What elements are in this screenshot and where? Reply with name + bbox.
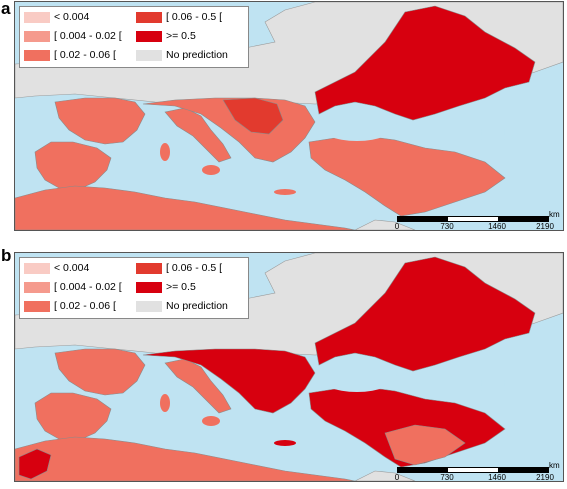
italy-region	[164, 358, 232, 414]
scale-unit: km	[549, 210, 560, 219]
france-region	[54, 348, 146, 396]
legend-label: [ 0.004 - 0.02 [	[54, 281, 122, 293]
legend-swatch	[24, 49, 50, 61]
legend-b: < 0.004 [ 0.004 - 0.02 [ [ 0.02 - 0.06 […	[19, 257, 249, 319]
legend-label: [ 0.004 - 0.02 [	[54, 30, 122, 42]
legend-label: [ 0.06 - 0.5 [	[166, 11, 223, 23]
legend-swatch	[24, 262, 50, 274]
legend-item: [ 0.06 - 0.5 [	[136, 10, 222, 24]
map-canvas-b	[15, 253, 563, 481]
panel-label-a: a	[1, 0, 11, 18]
legend-swatch	[136, 262, 162, 274]
eastern-europe-region	[314, 5, 536, 121]
black-sea	[317, 358, 397, 392]
legend-item: [ 0.02 - 0.06 [	[24, 48, 116, 62]
legend-swatch	[24, 30, 50, 42]
legend-swatch	[24, 300, 50, 312]
legend-item: [ 0.06 - 0.5 [	[136, 261, 222, 275]
legend-swatch	[136, 300, 162, 312]
legend-label: [ 0.02 - 0.06 [	[54, 300, 116, 312]
legend-item: >= 0.5	[136, 280, 196, 294]
scale-tick: 2190	[536, 222, 554, 231]
eastern-europe-region	[314, 256, 536, 372]
legend-item: No prediction	[136, 48, 228, 62]
scale-tick: 1460	[488, 222, 506, 231]
legend-item: >= 0.5	[136, 29, 196, 43]
island-sicily	[202, 416, 220, 426]
north-africa-region	[15, 436, 356, 481]
legend-label: [ 0.06 - 0.5 [	[166, 262, 223, 274]
legend-a: < 0.004 [ 0.004 - 0.02 [ [ 0.02 - 0.06 […	[19, 6, 249, 68]
scale-bar-a: 0 730 1460 2190 km	[394, 210, 560, 231]
scale-unit: km	[549, 461, 560, 470]
caspian-sea	[481, 106, 505, 158]
legend-swatch	[136, 30, 162, 42]
scale-tick: 0	[394, 473, 400, 482]
legend-label: >= 0.5	[166, 281, 196, 293]
scale-bar-graphic	[397, 216, 549, 222]
island-crete	[274, 189, 296, 195]
map-panel-b: < 0.004 [ 0.004 - 0.02 [ [ 0.02 - 0.06 […	[14, 252, 564, 482]
africa-nopred-land	[354, 219, 416, 230]
legend-swatch	[136, 11, 162, 23]
scale-tick: 0	[394, 222, 400, 231]
legend-item: < 0.004	[24, 261, 89, 275]
legend-item: [ 0.004 - 0.02 [	[24, 280, 122, 294]
legend-swatch	[136, 49, 162, 61]
legend-swatch	[24, 281, 50, 293]
central-europe-region	[142, 348, 316, 414]
scale-bar-b: 0 730 1460 2190 km	[394, 461, 560, 482]
black-sea	[317, 107, 397, 141]
anatolia-region	[308, 135, 506, 217]
scale-tick: 730	[440, 473, 454, 482]
caspian-sea	[481, 357, 505, 409]
island-crete	[274, 440, 296, 446]
legend-label: < 0.004	[54, 11, 90, 23]
middle-east-region	[384, 424, 466, 466]
scale-bar-graphic	[397, 467, 549, 473]
legend-label: [ 0.02 - 0.06 [	[54, 49, 116, 61]
legend-label: No prediction	[166, 300, 228, 312]
map-canvas-a	[15, 2, 563, 230]
legend-label: < 0.004	[54, 262, 90, 274]
iberia-region	[34, 141, 112, 191]
legend-swatch	[136, 281, 162, 293]
balkan-hotspot	[222, 97, 284, 135]
legend-item: [ 0.02 - 0.06 [	[24, 299, 116, 313]
africa-nopred-land	[354, 470, 416, 481]
scale-tick: 1460	[488, 473, 506, 482]
iberia-region	[34, 392, 112, 442]
island-sardinia	[160, 143, 170, 161]
legend-item: < 0.004	[24, 10, 89, 24]
legend-item: [ 0.004 - 0.02 [	[24, 29, 122, 43]
map-panel-a: < 0.004 [ 0.004 - 0.02 [ [ 0.02 - 0.06 […	[14, 1, 564, 231]
scale-tick: 730	[440, 222, 454, 231]
scale-tick: 2190	[536, 473, 554, 482]
north-africa-region	[15, 185, 356, 230]
legend-label: No prediction	[166, 49, 228, 61]
island-sardinia	[160, 394, 170, 412]
legend-item: No prediction	[136, 299, 228, 313]
panel-label-b: b	[1, 246, 12, 265]
legend-label: >= 0.5	[166, 30, 196, 42]
island-sicily	[202, 165, 220, 175]
france-region	[54, 97, 146, 145]
italy-region	[164, 107, 232, 163]
legend-swatch	[24, 11, 50, 23]
morocco-hotspot	[18, 448, 52, 480]
